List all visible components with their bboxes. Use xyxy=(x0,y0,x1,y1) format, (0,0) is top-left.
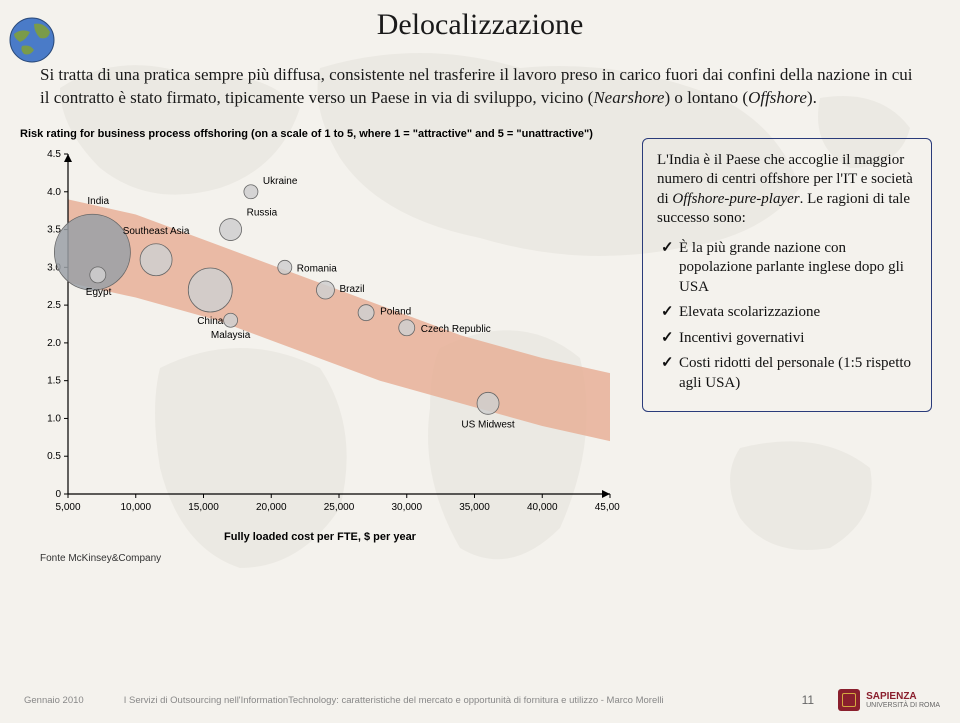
callout-item: Elevata scolarizzazione xyxy=(661,303,917,323)
sapienza-brand: SAPIENZA UNIVERSITÀ DI ROMA xyxy=(838,689,940,711)
sapienza-sub: UNIVERSITÀ DI ROMA xyxy=(866,702,940,709)
svg-text:25,000: 25,000 xyxy=(324,502,355,513)
callout-list: È la più grande nazione con popolazione … xyxy=(657,239,917,394)
svg-text:10,000: 10,000 xyxy=(120,502,151,513)
callout-item: Costi ridotti del personale (1:5 rispett… xyxy=(661,354,917,393)
svg-text:0.5: 0.5 xyxy=(47,451,61,462)
chart-source: Fonte McKinsey&Company xyxy=(40,553,161,564)
intro-text-2: ) o lontano ( xyxy=(664,88,748,107)
callout-paragraph: L'India è il Paese che accoglie il maggi… xyxy=(657,151,917,229)
callout-item: Incentivi governativi xyxy=(661,329,917,349)
svg-text:40,000: 40,000 xyxy=(527,502,558,513)
sapienza-logo-icon xyxy=(838,689,860,711)
svg-text:5,000: 5,000 xyxy=(55,502,80,513)
svg-text:2.5: 2.5 xyxy=(47,300,61,311)
intro-text-3: ). xyxy=(807,88,817,107)
sapienza-name: SAPIENZA xyxy=(866,692,940,702)
svg-text:US Midwest: US Midwest xyxy=(461,419,515,430)
svg-text:1.0: 1.0 xyxy=(47,413,61,424)
svg-text:0: 0 xyxy=(55,489,61,500)
svg-text:35,000: 35,000 xyxy=(459,502,490,513)
svg-text:4.5: 4.5 xyxy=(47,149,61,160)
svg-text:2.0: 2.0 xyxy=(47,338,61,349)
svg-text:45,000: 45,000 xyxy=(595,502,620,513)
intro-italic-1: Nearshore xyxy=(593,88,664,107)
svg-text:Egypt: Egypt xyxy=(86,287,112,298)
footer-title: I Servizi di Outsourcing nell'Informatio… xyxy=(124,695,802,706)
chart-svg: 00.51.01.52.02.53.03.54.04.55,00010,0001… xyxy=(20,144,620,524)
svg-text:Russia: Russia xyxy=(247,207,278,218)
intro-italic-2: Offshore xyxy=(748,88,807,107)
chart-footer: Fully loaded cost per FTE, $ per year xyxy=(20,531,620,543)
svg-text:Southeast Asia: Southeast Asia xyxy=(123,226,190,237)
svg-text:Brazil: Brazil xyxy=(339,284,364,295)
callout-item: È la più grande nazione con popolazione … xyxy=(661,239,917,298)
svg-text:Ukraine: Ukraine xyxy=(263,176,298,187)
svg-text:1.5: 1.5 xyxy=(47,376,61,387)
footer-page: 11 xyxy=(802,693,814,707)
callout-italic: Offshore-pure-player xyxy=(672,191,799,207)
footer-date: Gennaio 2010 xyxy=(24,695,84,706)
svg-text:Malaysia: Malaysia xyxy=(211,330,251,341)
svg-text:15,000: 15,000 xyxy=(188,502,219,513)
page-footer: Gennaio 2010 I Servizi di Outsourcing ne… xyxy=(0,685,960,715)
svg-text:Romania: Romania xyxy=(297,263,337,274)
page-title: Delocalizzazione xyxy=(0,8,960,42)
risk-chart: Risk rating for business process offshor… xyxy=(20,128,620,558)
callout-box: L'India è il Paese che accoglie il maggi… xyxy=(642,138,932,413)
svg-text:4.0: 4.0 xyxy=(47,187,61,198)
svg-text:China: China xyxy=(197,316,224,327)
svg-text:Poland: Poland xyxy=(380,307,411,318)
svg-text:20,000: 20,000 xyxy=(256,502,287,513)
svg-text:Czech Republic: Czech Republic xyxy=(421,324,491,335)
chart-header: Risk rating for business process offshor… xyxy=(20,128,620,140)
svg-text:30,000: 30,000 xyxy=(391,502,422,513)
svg-text:India: India xyxy=(87,196,109,207)
intro-paragraph: Si tratta di una pratica sempre più diff… xyxy=(40,64,920,110)
